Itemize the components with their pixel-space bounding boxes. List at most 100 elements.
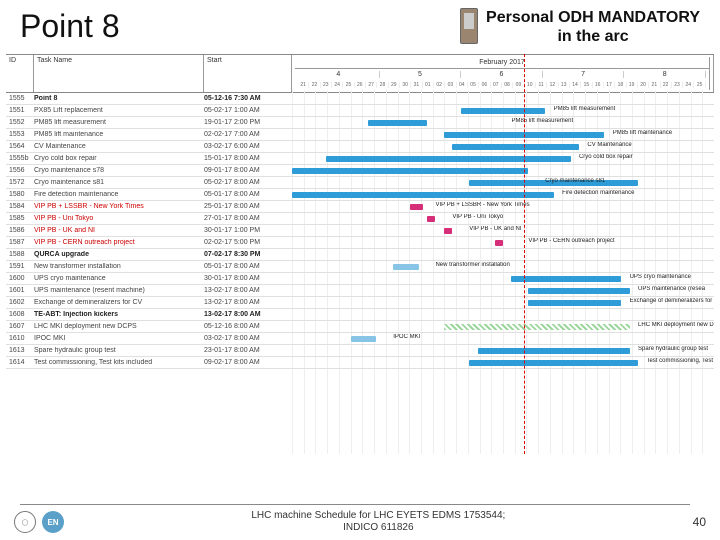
col-task-name: Task Name (34, 55, 204, 92)
header-warning-l1: Personal ODH MANDATORY (486, 8, 700, 27)
gantt-bar (368, 120, 427, 126)
cell-id: 1564 (6, 143, 34, 150)
cell-start: 07-02-17 8:30 PM (204, 251, 292, 258)
cell-id: 1572 (6, 179, 34, 186)
cell-start: 05-01-17 8:00 AM (204, 263, 292, 270)
cell-start: 02-02-17 7:00 AM (204, 131, 292, 138)
cell-id: 1602 (6, 299, 34, 306)
cell-id: 1552 (6, 119, 34, 126)
day-num: 29 (389, 82, 400, 88)
cell-name: UPS cryo maintenance (34, 275, 204, 282)
table-row: 1610IPOC MKI03-02-17 8:00 AMIPOC MKI (6, 333, 714, 345)
week-num: 5 (380, 71, 462, 78)
cell-name: PM85 lift maintenance (34, 131, 204, 138)
table-row: 1608TE-ABT: Injection kickers13-02-17 8:… (6, 309, 714, 321)
cell-name: TE-ABT: Injection kickers (34, 311, 204, 318)
table-row: 1555Point 805-12-16 7:30 AM (6, 93, 714, 105)
table-row: 1586VIP PB - UK and NI30-01-17 1:00 PMVI… (6, 225, 714, 237)
cell-bar: Test commissioning, Test (292, 357, 714, 368)
cell-start: 05-12-16 8:00 AM (204, 323, 292, 330)
cell-name: Spare hydraulic group test (34, 347, 204, 354)
cell-bar: New transformer installation (292, 261, 714, 272)
cell-bar: IPOC MKI (292, 333, 714, 344)
cell-bar: Cryo cold box repair (292, 153, 714, 164)
bar-label: CV Maintenance (587, 142, 631, 148)
bar-label: PM85 lift measurement (511, 118, 573, 124)
cell-name: VIP PB - UK and NI (34, 227, 204, 234)
day-num: 22 (309, 82, 320, 88)
gantt-bar (444, 228, 452, 234)
table-row: 1613Spare hydraulic group test23-01-17 8… (6, 345, 714, 357)
week-num: 4 (298, 71, 380, 78)
gantt-bar (326, 156, 571, 162)
cell-id: 1588 (6, 251, 34, 258)
cell-id: 1614 (6, 359, 34, 366)
day-num: 09 (513, 82, 524, 88)
day-num: 25 (343, 82, 354, 88)
bar-label: UPS cryo maintenance (630, 274, 691, 280)
cell-start: 05-12-16 7:30 AM (204, 95, 292, 102)
cell-id: 1613 (6, 347, 34, 354)
cell-id: 1555 (6, 95, 34, 102)
cell-start: 25-01-17 8:00 AM (204, 203, 292, 210)
day-num: 07 (491, 82, 502, 88)
cell-name: IPOC MKI (34, 335, 204, 342)
cell-name: CV Maintenance (34, 143, 204, 150)
cell-id: 1591 (6, 263, 34, 270)
cell-name: VIP PB - Uni Tokyo (34, 215, 204, 222)
cell-name: Point 8 (34, 95, 204, 102)
cell-id: 1551 (6, 107, 34, 114)
day-num: 06 (479, 82, 490, 88)
day-num: 23 (672, 82, 683, 88)
day-num: 11 (536, 82, 547, 88)
odh-detector-icon (460, 8, 478, 44)
timeline-header: February 2017 45678 21222324252627282930… (292, 55, 714, 92)
cell-id: 1600 (6, 275, 34, 282)
gantt-bar (528, 300, 621, 306)
day-num: 10 (525, 82, 536, 88)
cell-start: 13-02-17 8:00 AM (204, 299, 292, 306)
cell-start: 13-02-17 8:00 AM (204, 311, 292, 318)
month-label: February 2017 (295, 57, 710, 69)
cell-start: 03-02-17 6:00 AM (204, 143, 292, 150)
day-num: 17 (604, 82, 615, 88)
header-warning-l2: in the arc (486, 27, 700, 46)
cell-bar (292, 249, 714, 260)
cell-id: 1601 (6, 287, 34, 294)
gantt-bar (292, 192, 554, 198)
day-num: 21 (298, 82, 309, 88)
bar-label: VIP PB + LSSBR - New York Times (435, 202, 529, 208)
cell-start: 13-02-17 8:00 AM (204, 287, 292, 294)
cell-bar: VIP PB - CERN outreach project (292, 237, 714, 248)
cell-bar: VIP PB + LSSBR - New York Times (292, 201, 714, 212)
gantt-bar (469, 360, 638, 366)
gantt-bar (292, 168, 528, 174)
cell-name: PX85 Lift replacement (34, 107, 204, 114)
day-num: 24 (332, 82, 343, 88)
day-num: 15 (581, 82, 592, 88)
gantt-bar (393, 264, 418, 270)
day-num: 05 (468, 82, 479, 88)
cell-start: 09-02-17 8:00 AM (204, 359, 292, 366)
day-num: 20 (638, 82, 649, 88)
day-num: 03 (445, 82, 456, 88)
table-row: 1600UPS cryo maintenance30-01-17 8:00 AM… (6, 273, 714, 285)
cern-logo-icon: ◯ (14, 511, 36, 533)
slide-footer: ◯ EN LHC machine Schedule for LHC EYETS … (0, 510, 720, 534)
table-row: 1602Exchange of demineralizers for CV13-… (6, 297, 714, 309)
footer-rule (20, 504, 690, 505)
day-num: 27 (366, 82, 377, 88)
day-num: 16 (593, 82, 604, 88)
day-num: 02 (434, 82, 445, 88)
table-row: 1588QURCA upgrade07-02-17 8:30 PM (6, 249, 714, 261)
day-num: 13 (559, 82, 570, 88)
cell-start: 23-01-17 8:00 AM (204, 347, 292, 354)
cell-name: Fire detection maintenance (34, 191, 204, 198)
bar-label: Fire detection maintenance (562, 190, 634, 196)
bar-label: Cryo cold box repair (579, 154, 633, 160)
week-row: 45678 (295, 69, 710, 80)
cell-bar: Spare hydraulic group test (292, 345, 714, 356)
table-row: 1614Test commissioning, Test kits includ… (6, 357, 714, 369)
gantt-bar (528, 288, 629, 294)
cell-start: 30-01-17 8:00 AM (204, 275, 292, 282)
